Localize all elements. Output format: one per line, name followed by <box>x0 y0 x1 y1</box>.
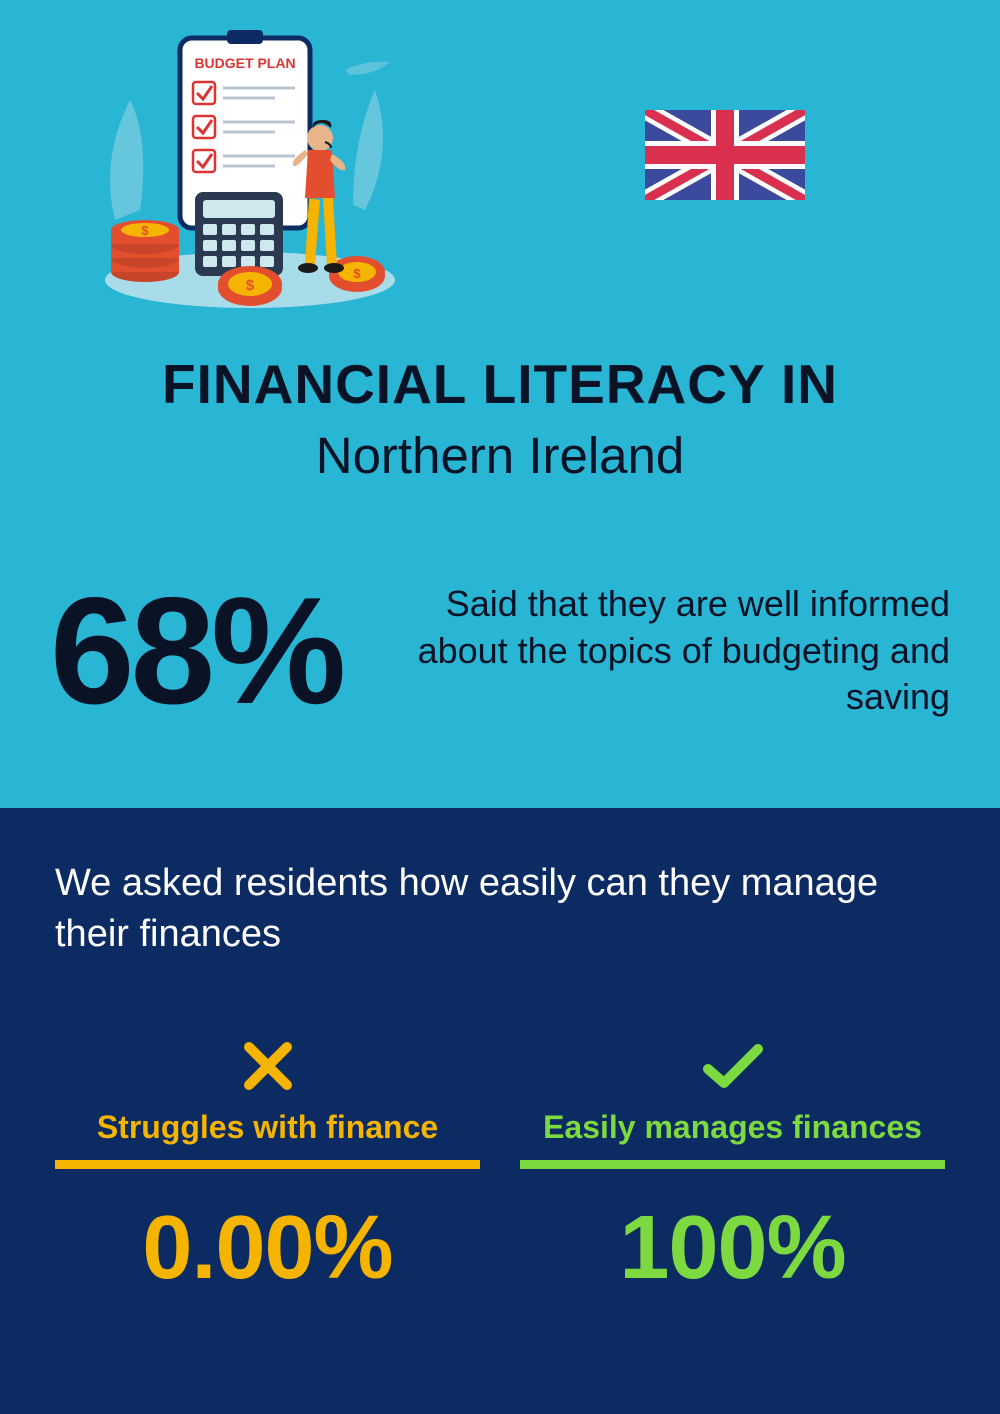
struggles-column: Struggles with finance 0.00% <box>55 1031 480 1300</box>
uk-flag-icon <box>645 110 805 200</box>
stat-percent: 68% <box>50 575 342 727</box>
stat-description: Said that they are well informed about t… <box>362 581 950 721</box>
divider-yellow <box>55 1160 480 1169</box>
title-main: FINANCIAL LITERACY IN <box>0 352 1000 416</box>
manages-value: 100% <box>520 1197 945 1300</box>
headline-stat: 68% Said that they are well informed abo… <box>50 575 950 727</box>
struggles-value: 0.00% <box>55 1197 480 1300</box>
manages-label: Easily manages finances <box>520 1109 945 1146</box>
svg-text:$: $ <box>246 277 255 294</box>
comparison-row: Struggles with finance 0.00% Easily mana… <box>55 1031 945 1300</box>
svg-text:$: $ <box>353 266 361 281</box>
bottom-section: We asked residents how easily can they m… <box>0 808 1000 1414</box>
divider-green <box>520 1160 945 1169</box>
check-icon <box>520 1031 945 1101</box>
top-section: BUDGET PLAN <box>0 0 1000 808</box>
svg-text:BUDGET PLAN: BUDGET PLAN <box>194 55 295 71</box>
struggles-label: Struggles with finance <box>55 1109 480 1146</box>
survey-question: We asked residents how easily can they m… <box>55 858 945 961</box>
budget-illustration: BUDGET PLAN <box>95 20 405 310</box>
svg-text:$: $ <box>141 223 149 238</box>
x-icon <box>55 1031 480 1101</box>
title-sub: Northern Ireland <box>0 426 1000 485</box>
title-block: FINANCIAL LITERACY IN Northern Ireland <box>0 352 1000 485</box>
manages-column: Easily manages finances 100% <box>520 1031 945 1300</box>
